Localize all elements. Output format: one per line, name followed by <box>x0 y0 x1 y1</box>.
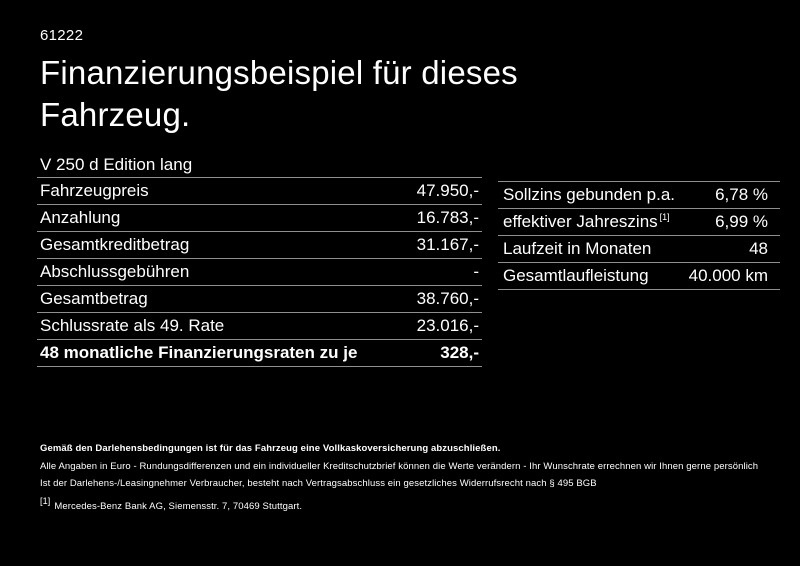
row-label: Sollzins gebunden p.a. <box>503 185 676 204</box>
row-value: 48 <box>749 239 768 258</box>
row-label: Abschlussgebühren <box>40 262 190 281</box>
table-row-monatsrate: 48 monatliche Finanzierungsraten zu je 3… <box>37 340 482 367</box>
bank-footnote: [1] Mercedes-Benz Bank AG, Siemensstr. 7,… <box>40 496 790 516</box>
row-value: 6,78 % <box>715 185 768 204</box>
footnote-text: Mercedes-Benz Bank AG, Siemensstr. 7, 70… <box>54 500 303 512</box>
page-title: Finanzierungsbeispiel für dieses Fahrzeu… <box>40 52 518 136</box>
row-label: Gesamtlaufleistung <box>503 266 649 285</box>
row-value: 40.000 km <box>688 266 768 285</box>
row-label: Gesamtkreditbetrag <box>40 235 190 254</box>
table-row-gesamtkreditbetrag: Gesamtkreditbetrag 31.167,- <box>37 232 482 259</box>
row-value: 328,- <box>440 343 479 362</box>
table-row-fahrzeugpreis: Fahrzeugpreis 47.950,- <box>37 178 482 205</box>
row-label: Anzahlung <box>40 208 121 227</box>
row-label: Gesamtbetrag <box>40 289 148 308</box>
row-value: - <box>473 262 479 281</box>
table-row-effektiver-jahreszins: effektiver Jahreszins [1] 6,99 % <box>498 209 780 236</box>
row-label: Schlussrate als 49. Rate <box>40 316 225 335</box>
row-label: Laufzeit in Monaten <box>503 239 652 258</box>
row-label: 48 monatliche Finanzierungsraten zu je <box>40 343 358 362</box>
table-row-gesamtbetrag: Gesamtbetrag 38.760,- <box>37 286 482 313</box>
table-row-anzahlung: Anzahlung 16.783,- <box>37 205 482 232</box>
row-value: 47.950,- <box>416 181 479 200</box>
row-value: 23.016,- <box>416 316 479 335</box>
table-row-abschlussgebuehren: Abschlussgebühren - <box>37 259 482 286</box>
listing-ref-number: 61222 <box>40 27 84 44</box>
table-row-sollzins: Sollzins gebunden p.a. 6,78 % <box>498 182 780 209</box>
table-row-schlussrate: Schlussrate als 49. Rate 23.016,- <box>37 313 482 340</box>
footer-note-line2: Ist der Darlehens-/Leasingnehmer Verbrau… <box>40 478 597 489</box>
table-row-laufzeit: Laufzeit in Monaten 48 <box>498 236 780 263</box>
vehicle-model-header: V 250 d Edition lang <box>37 152 482 178</box>
row-value: 38.760,- <box>416 289 479 308</box>
page-title-line2: Fahrzeug. <box>40 96 191 133</box>
legal-footer: Gemäß den Darlehensbedingungen ist für d… <box>40 440 790 515</box>
footnote-marker: [1] <box>40 496 51 507</box>
row-value: 31.167,- <box>416 235 479 254</box>
financing-table: V 250 d Edition lang Fahrzeugpreis 47.95… <box>37 152 482 367</box>
insurance-note: Gemäß den Darlehensbedingungen ist für d… <box>40 443 501 454</box>
page-title-line1: Finanzierungsbeispiel für dieses <box>40 54 518 91</box>
row-label: Fahrzeugpreis <box>40 181 149 200</box>
row-label: effektiver Jahreszins [1] <box>503 212 670 231</box>
row-value: 6,99 % <box>715 212 768 231</box>
table-row-gesamtlaufleistung: Gesamtlaufleistung 40.000 km <box>498 263 780 290</box>
footer-note-line1: Alle Angaben in Euro - Rundungsdifferenz… <box>40 460 759 472</box>
footnote-marker: [1] <box>659 212 670 223</box>
conditions-table: Sollzins gebunden p.a. 6,78 % effektiver… <box>498 181 780 290</box>
row-value: 16.783,- <box>416 208 479 227</box>
